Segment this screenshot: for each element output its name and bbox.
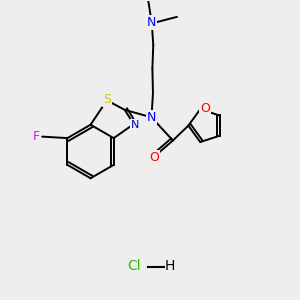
Text: N: N [131, 120, 139, 130]
Text: S: S [103, 93, 112, 106]
Text: O: O [149, 151, 159, 164]
Text: N: N [147, 16, 157, 29]
Text: Cl: Cl [127, 259, 140, 273]
Text: N: N [147, 111, 156, 124]
Text: F: F [33, 130, 40, 143]
Text: H: H [165, 259, 175, 273]
Text: O: O [200, 102, 210, 115]
